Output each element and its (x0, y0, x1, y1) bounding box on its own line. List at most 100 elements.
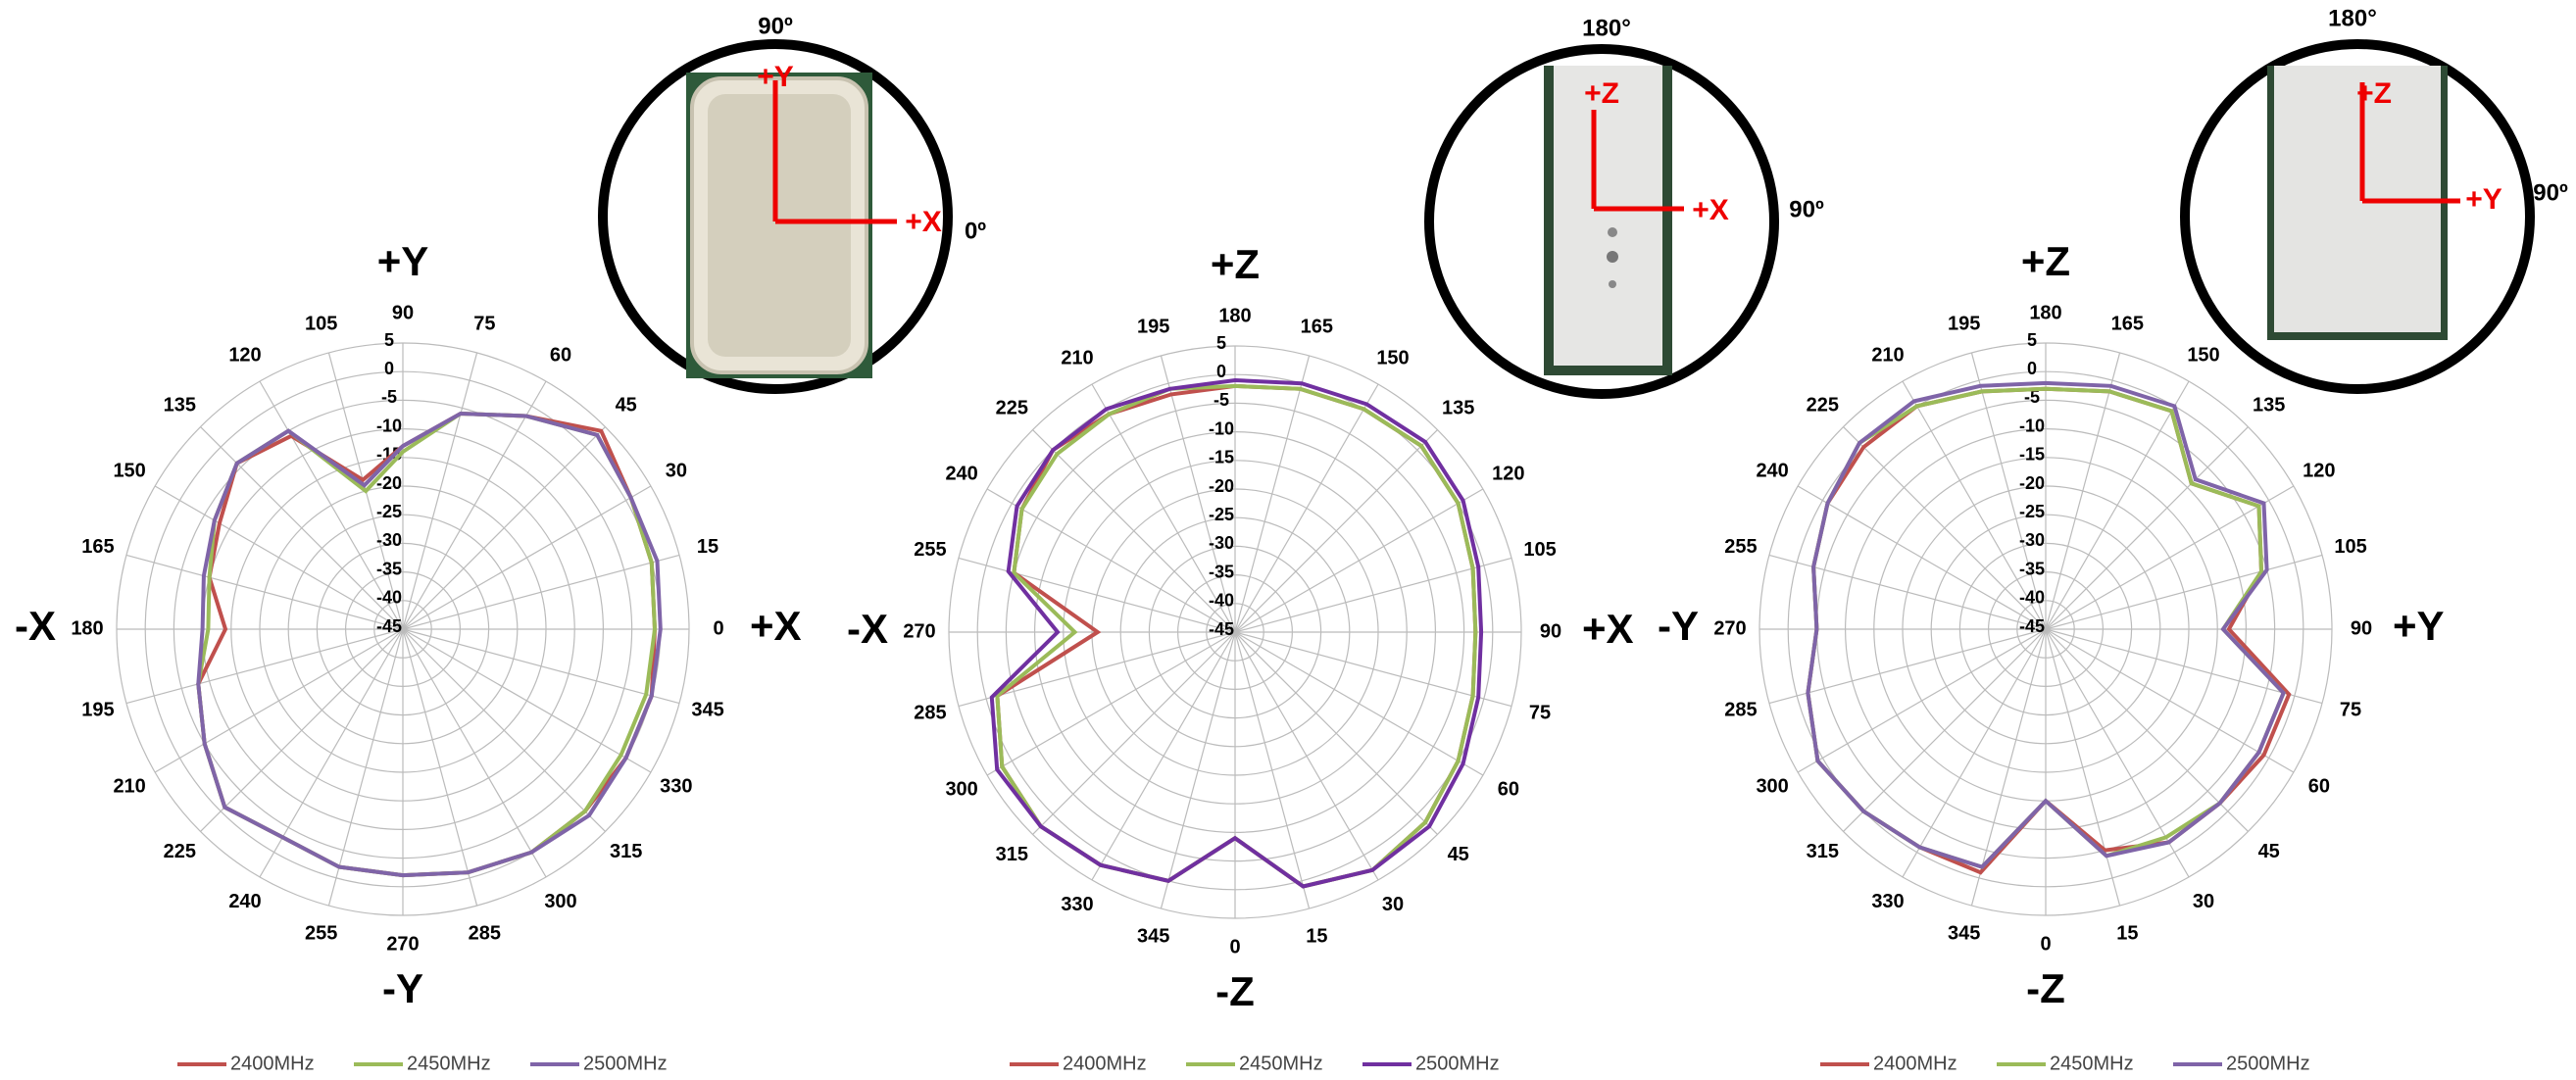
grid-spoke (1160, 631, 1236, 909)
angle-tick-label: 300 (544, 891, 576, 912)
grid-spoke (1902, 380, 2047, 630)
grid-spoke (1970, 352, 2047, 630)
inset-angle: 90º (2533, 179, 2568, 206)
angle-tick-label: 210 (113, 775, 145, 797)
radial-tick-label: -35 (1209, 562, 1234, 581)
grid-spoke (200, 426, 404, 630)
radial-tick-label: -35 (376, 559, 402, 578)
inset-photo: +Y +X 90º 0º (598, 13, 986, 394)
vent-grid (708, 94, 851, 357)
grid-spoke (1091, 631, 1236, 881)
angle-tick-label: 60 (550, 344, 571, 366)
grid-spoke (1768, 628, 2047, 705)
angle-tick-label: 195 (81, 700, 114, 721)
grid-spoke (1091, 383, 1236, 633)
angle-tick-label: 330 (660, 775, 692, 797)
grid-spoke (2045, 628, 2323, 705)
angle-tick-label: 180 (71, 617, 103, 639)
grid-spoke (1234, 631, 1512, 708)
angle-tick-label: 225 (996, 398, 1028, 419)
grid-spoke (1160, 355, 1236, 633)
polar-chart: 0 15 30 45 60 75 90 105 120 135 150 165 180 195 210 225… (1658, 238, 2445, 1074)
radial-tick-label: -30 (376, 530, 402, 550)
inset-axis: +Y (2465, 183, 2502, 216)
grid-spoke (958, 557, 1236, 633)
legend-label: 2400MHz (230, 1053, 315, 1074)
angle-tick-label: 150 (1376, 347, 1409, 368)
angle-tick-label: 45 (2258, 841, 2280, 862)
grid-spoke (402, 485, 652, 630)
axis-direction: +Z (2021, 238, 2070, 284)
radial-tick-label: 0 (1216, 362, 1226, 381)
grid-spoke (154, 628, 404, 773)
grid-spoke (2045, 485, 2295, 630)
angle-tick-label: 270 (1713, 617, 1746, 639)
pattern-line (196, 411, 663, 878)
angle-tick-label: 75 (473, 313, 495, 334)
radial-tick-label: 0 (384, 359, 394, 378)
angle-tick-label: 180 (2029, 302, 2061, 323)
radial-tick-label: -20 (376, 473, 402, 493)
inset-angle: 180° (1582, 15, 1631, 41)
legend-label: 2400MHz (1063, 1053, 1147, 1074)
radial-tick-label: -20 (2019, 473, 2045, 493)
grid-spoke (259, 380, 404, 630)
angle-tick-label: 90 (2351, 617, 2372, 639)
angle-tick-label: 315 (1807, 841, 1839, 862)
inset-axis: +X (905, 206, 942, 238)
radial-tick-label: 0 (2027, 359, 2037, 378)
radial-tick-label: -10 (1209, 418, 1234, 438)
radial-tick-label: -25 (376, 502, 402, 521)
inset-angle: 180° (2328, 5, 2377, 31)
grid-spoke (200, 628, 404, 832)
angle-tick-label: 120 (228, 344, 261, 366)
angle-tick-label: 285 (469, 922, 501, 944)
radial-tick-label: -45 (1209, 619, 1234, 639)
axis-direction: -Z (2026, 965, 2065, 1011)
radial-tick-label: -30 (2019, 530, 2045, 550)
pattern-line (1806, 380, 2286, 869)
angle-tick-label: 105 (305, 313, 337, 334)
grid-spoke (2045, 628, 2121, 907)
angle-tick-label: 0 (2040, 933, 2051, 955)
inset-angle: 90º (1789, 196, 1824, 222)
legend-label: 2450MHz (2050, 1053, 2134, 1074)
angle-tick-label: 285 (914, 703, 946, 724)
grid-spoke (2045, 628, 2190, 878)
radial-tick-label: 5 (2027, 330, 2037, 350)
grid-spoke (986, 488, 1236, 633)
grid-spoke (1234, 429, 1438, 633)
grid-spoke (402, 352, 478, 630)
grid-spoke (1843, 426, 2047, 630)
angle-tick-label: 240 (1756, 460, 1788, 481)
angle-tick-label: 210 (1061, 347, 1093, 368)
grid-spoke (1234, 355, 1311, 633)
angle-tick-label: 315 (610, 841, 642, 862)
grid-spoke (1970, 628, 2047, 907)
legend-label: 2500MHz (1415, 1053, 1500, 1074)
angle-tick-label: 15 (697, 536, 718, 558)
angle-tick-label: 195 (1137, 316, 1169, 337)
angle-tick-label: 330 (1061, 894, 1093, 915)
radial-tick-label: -5 (1214, 390, 1229, 410)
radial-tick-label: -35 (2019, 559, 2045, 578)
polar-chart: 0 15 30 45 60 75 90 105 120 135 150 165 180 195 210 225… (15, 238, 802, 1074)
radial-tick-label: -40 (1209, 591, 1234, 611)
inset-photo: +Z +Y 180° 90º (2180, 5, 2568, 394)
angle-tick-label: 30 (1382, 894, 1404, 915)
angle-tick-label: 300 (1756, 775, 1788, 797)
radial-tick-label: -45 (376, 616, 402, 636)
angle-tick-label: 105 (2334, 536, 2366, 558)
legend-label: 2450MHz (1239, 1053, 1323, 1074)
angle-tick-label: 240 (945, 463, 977, 484)
grid-spoke (2045, 554, 2323, 630)
grid-spoke (1843, 628, 2047, 832)
grid-spoke (1768, 554, 2047, 630)
angle-tick-label: 135 (2253, 395, 2285, 417)
axis-direction: -X (15, 603, 56, 649)
angle-tick-label: 315 (996, 844, 1028, 865)
radial-tick-label: -10 (2019, 416, 2045, 435)
pattern-line (995, 383, 1478, 889)
device-front (1554, 66, 1662, 366)
legend-label: 2500MHz (2226, 1053, 2310, 1074)
